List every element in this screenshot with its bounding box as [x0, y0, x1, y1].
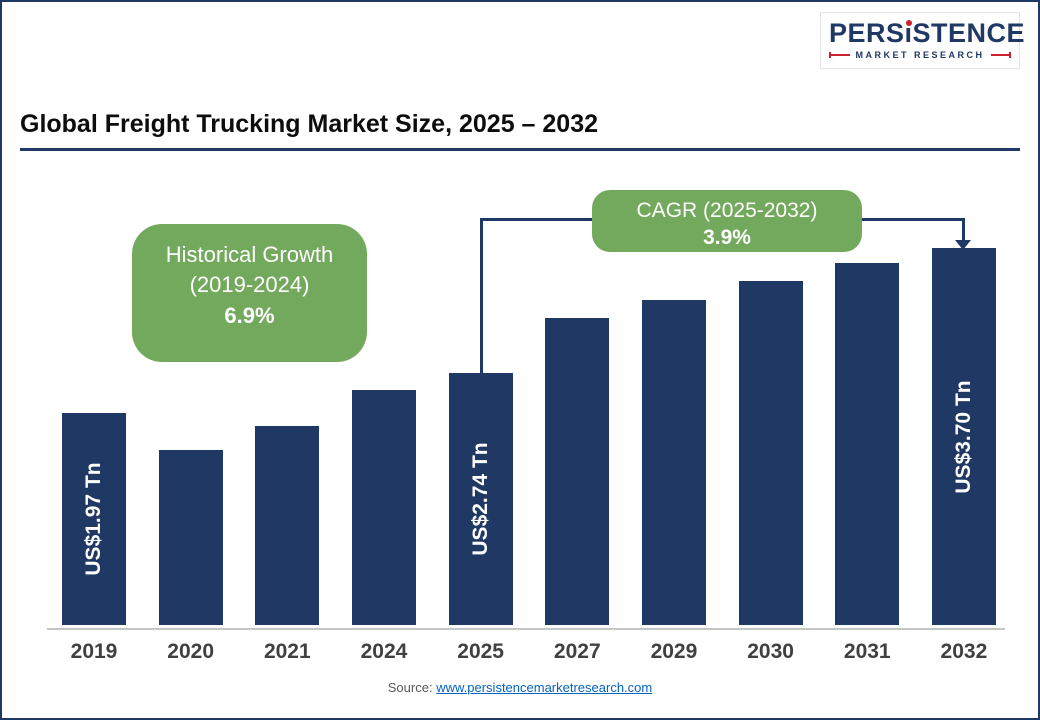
- bar-2032: US$3.70 Tn: [931, 248, 996, 625]
- bar-2027: [545, 318, 610, 625]
- cagr-connector-left-vertical: [480, 218, 483, 379]
- x-axis-label-2020: 2020: [167, 640, 215, 663]
- bar-2024: [351, 390, 416, 625]
- persistence-logo: PERSıSTENCE MARKET RESEARCH: [820, 12, 1026, 70]
- cagr-connector-left-horizontal: [480, 218, 593, 221]
- year-labels-row: 2019 2020 2021 2024 2025 2027 2029 2030 2031 2032: [62, 640, 996, 664]
- x-axis-label-2032: 2032: [940, 640, 988, 663]
- source-link[interactable]: www.persistencemarketresearch.com: [436, 680, 653, 695]
- cagr-value: 3.9%: [703, 226, 751, 250]
- cagr-callout: CAGR (2025-2032) 3.9%: [592, 190, 862, 252]
- historical-growth-line2: (2019-2024): [189, 272, 310, 298]
- cagr-connector-right-horizontal: [861, 218, 965, 221]
- x-axis-label-2027: 2027: [553, 640, 601, 663]
- tagline-rule-left: [829, 52, 850, 59]
- historical-growth-line1: Historical Growth: [165, 242, 334, 267]
- x-axis-label-2029: 2029: [650, 640, 698, 663]
- page-title: Global Freight Trucking Market Size, 202…: [20, 110, 599, 138]
- bar-2030: [738, 281, 803, 625]
- historical-growth-callout: Historical Growth (2019-2024) 6.9%: [132, 224, 367, 362]
- cagr-arrowhead-down-icon: [955, 240, 971, 250]
- source-line: Source: www.persistencemarketresearch.co…: [2, 680, 1038, 695]
- cagr-line1: CAGR (2025-2032): [636, 199, 818, 222]
- source-label: Source:: [387, 680, 433, 695]
- bar-value-label-2019: US$1.97 Tn: [82, 462, 105, 576]
- bar-2019: US$1.97 Tn: [62, 413, 126, 625]
- bars-row: US$1.97 Tn US$2.74 Tn US$3.70 Tn: [62, 248, 996, 625]
- bar-2021: [255, 426, 320, 625]
- bar-2020: [158, 450, 223, 625]
- x-axis-label-2019: 2019: [70, 640, 118, 663]
- x-axis-label-2025: 2025: [457, 640, 504, 663]
- tagline-text: MARKET RESEARCH: [855, 50, 985, 61]
- title-underline: [20, 148, 1020, 151]
- x-axis-label-2021: 2021: [263, 640, 311, 663]
- x-axis-label-2024: 2024: [360, 640, 408, 663]
- tagline-rule-right: [990, 52, 1012, 59]
- x-axis-label-2031: 2031: [843, 640, 891, 663]
- logo-red-dot-i: ı: [904, 18, 913, 48]
- bar-value-label-2032: US$3.70 Tn: [951, 379, 975, 494]
- cagr-connector-right-vertical: [962, 218, 965, 242]
- logo-wordmark: PERSıSTENCE: [829, 18, 1026, 48]
- bar-2031: [835, 263, 900, 625]
- x-axis-baseline: [47, 628, 1005, 630]
- x-axis-label-2030: 2030: [747, 640, 794, 663]
- bar-2025: US$2.74 Tn: [448, 373, 513, 625]
- bar-2029: [641, 300, 706, 625]
- bar-value-label-2025: US$2.74 Tn: [468, 442, 492, 556]
- logo-tagline: MARKET RESEARCH: [829, 50, 1012, 61]
- historical-growth-value: 6.9%: [224, 302, 275, 328]
